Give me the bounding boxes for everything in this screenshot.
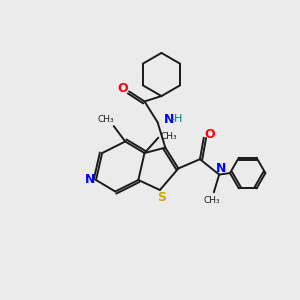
Text: O: O [118, 82, 128, 95]
Text: S: S [157, 191, 166, 204]
Text: N: N [164, 113, 174, 126]
Text: CH₃: CH₃ [98, 116, 114, 124]
Text: CH₃: CH₃ [160, 132, 177, 141]
Text: N: N [216, 162, 226, 175]
Text: O: O [205, 128, 215, 141]
Text: CH₃: CH₃ [204, 196, 220, 205]
Text: N: N [85, 173, 95, 187]
Text: -H: -H [171, 114, 183, 124]
